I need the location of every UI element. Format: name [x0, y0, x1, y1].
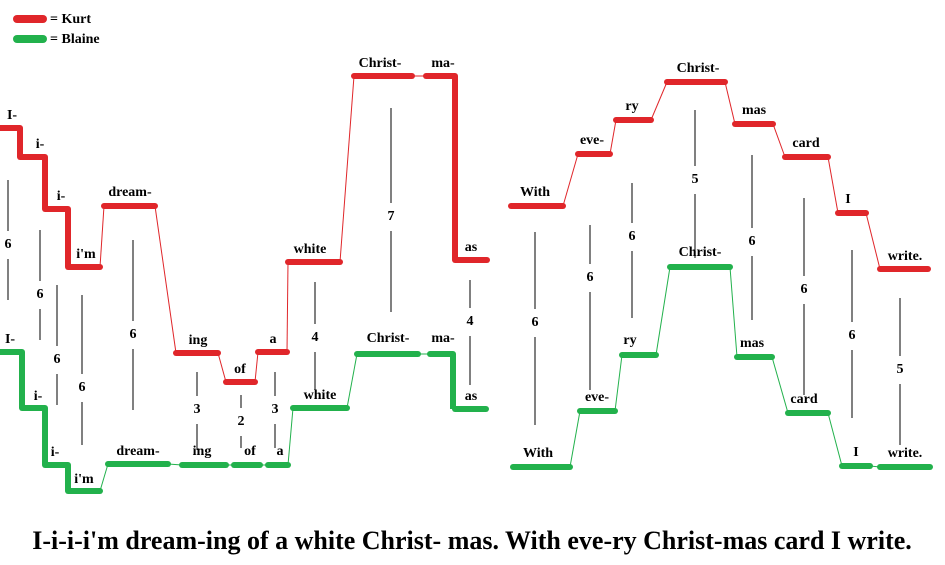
syllable: ry	[625, 99, 638, 114]
syllable: i-	[57, 189, 66, 204]
interval-label: 6	[532, 315, 539, 330]
syllable: mas	[740, 336, 765, 351]
note-connector	[772, 123, 786, 158]
note-connector	[562, 153, 579, 207]
note-connector	[650, 81, 668, 121]
syllable: a	[270, 332, 277, 347]
interval-label: 6	[629, 229, 636, 244]
interval-label: 6	[749, 234, 756, 249]
syllable: i-	[51, 445, 60, 460]
interval-label: 4	[467, 314, 474, 329]
note-connector	[569, 410, 581, 468]
syllable: Christ-	[677, 61, 720, 76]
syllable: I-	[5, 332, 15, 347]
syllable: eve-	[580, 133, 604, 148]
syllable: Christ-	[679, 245, 722, 260]
note-connector	[99, 463, 109, 492]
syllable: white	[304, 388, 337, 403]
note-connector	[655, 266, 671, 356]
syllable: white	[294, 242, 327, 257]
interval-label: 5	[692, 172, 699, 187]
syllable: i'm	[76, 247, 96, 262]
syllable: dream-	[116, 444, 160, 459]
syllable: With	[523, 446, 553, 461]
interval-label: 4	[312, 330, 319, 345]
syllable: card	[790, 392, 817, 407]
syllable: ing	[189, 333, 208, 348]
syllable: i-	[34, 389, 43, 404]
interval-label: 7	[388, 209, 395, 224]
interval-label: 6	[849, 328, 856, 343]
note-connector	[217, 352, 227, 383]
syllable: of	[234, 362, 246, 377]
syllable: ry	[623, 333, 636, 348]
interval-label: 6	[37, 287, 44, 302]
interval-label: 2	[238, 414, 245, 429]
syllable: a	[277, 444, 284, 459]
syllable: I-	[7, 108, 17, 123]
note-connector	[287, 407, 294, 466]
syllable: ma-	[431, 56, 455, 71]
note-connector	[614, 354, 623, 412]
syllable: write.	[888, 446, 923, 461]
interval-label: 3	[194, 402, 201, 417]
note-connector	[724, 81, 736, 125]
syllable: i-	[36, 137, 45, 152]
syllable: Christ-	[367, 331, 410, 346]
interval-label: 3	[272, 402, 279, 417]
interval-label: 6	[5, 237, 12, 252]
note-connector	[99, 205, 105, 268]
syllable: I	[853, 445, 858, 460]
note-connector	[771, 356, 789, 414]
note-connector	[154, 205, 177, 354]
syllable: i'm	[74, 472, 94, 487]
note-connector	[254, 351, 259, 383]
legend-label: = Kurt	[50, 12, 91, 27]
note-connector	[865, 212, 881, 270]
syllable: I	[845, 192, 850, 207]
syllable: eve-	[585, 390, 609, 405]
syllable: as	[465, 240, 478, 255]
caption: I-i-i-i'm dream-ing of a white Christ- m…	[32, 526, 912, 555]
interval-label: 6	[54, 352, 61, 367]
interval-label: 6	[130, 327, 137, 342]
syllable: With	[520, 185, 550, 200]
legend-label: = Blaine	[50, 32, 100, 47]
note-connector	[729, 266, 738, 358]
note-connector	[827, 412, 843, 467]
note-connector	[609, 119, 617, 155]
syllable: card	[792, 136, 819, 151]
syllable: write.	[888, 249, 923, 264]
syllable: as	[465, 389, 478, 404]
interval-label: 6	[587, 270, 594, 285]
syllable: ing	[193, 444, 212, 459]
note-connector	[286, 261, 289, 353]
note-connector	[339, 75, 355, 263]
syllable: Christ-	[359, 56, 402, 71]
interval-label: 6	[79, 380, 86, 395]
note-connector	[827, 156, 839, 214]
interval-label: 6	[801, 282, 808, 297]
interval-label: 5	[897, 362, 904, 377]
syllable: mas	[742, 103, 767, 118]
note-connector	[346, 353, 358, 409]
syllable: of	[244, 444, 256, 459]
syllable: dream-	[108, 185, 152, 200]
syllable: ma-	[431, 331, 455, 346]
